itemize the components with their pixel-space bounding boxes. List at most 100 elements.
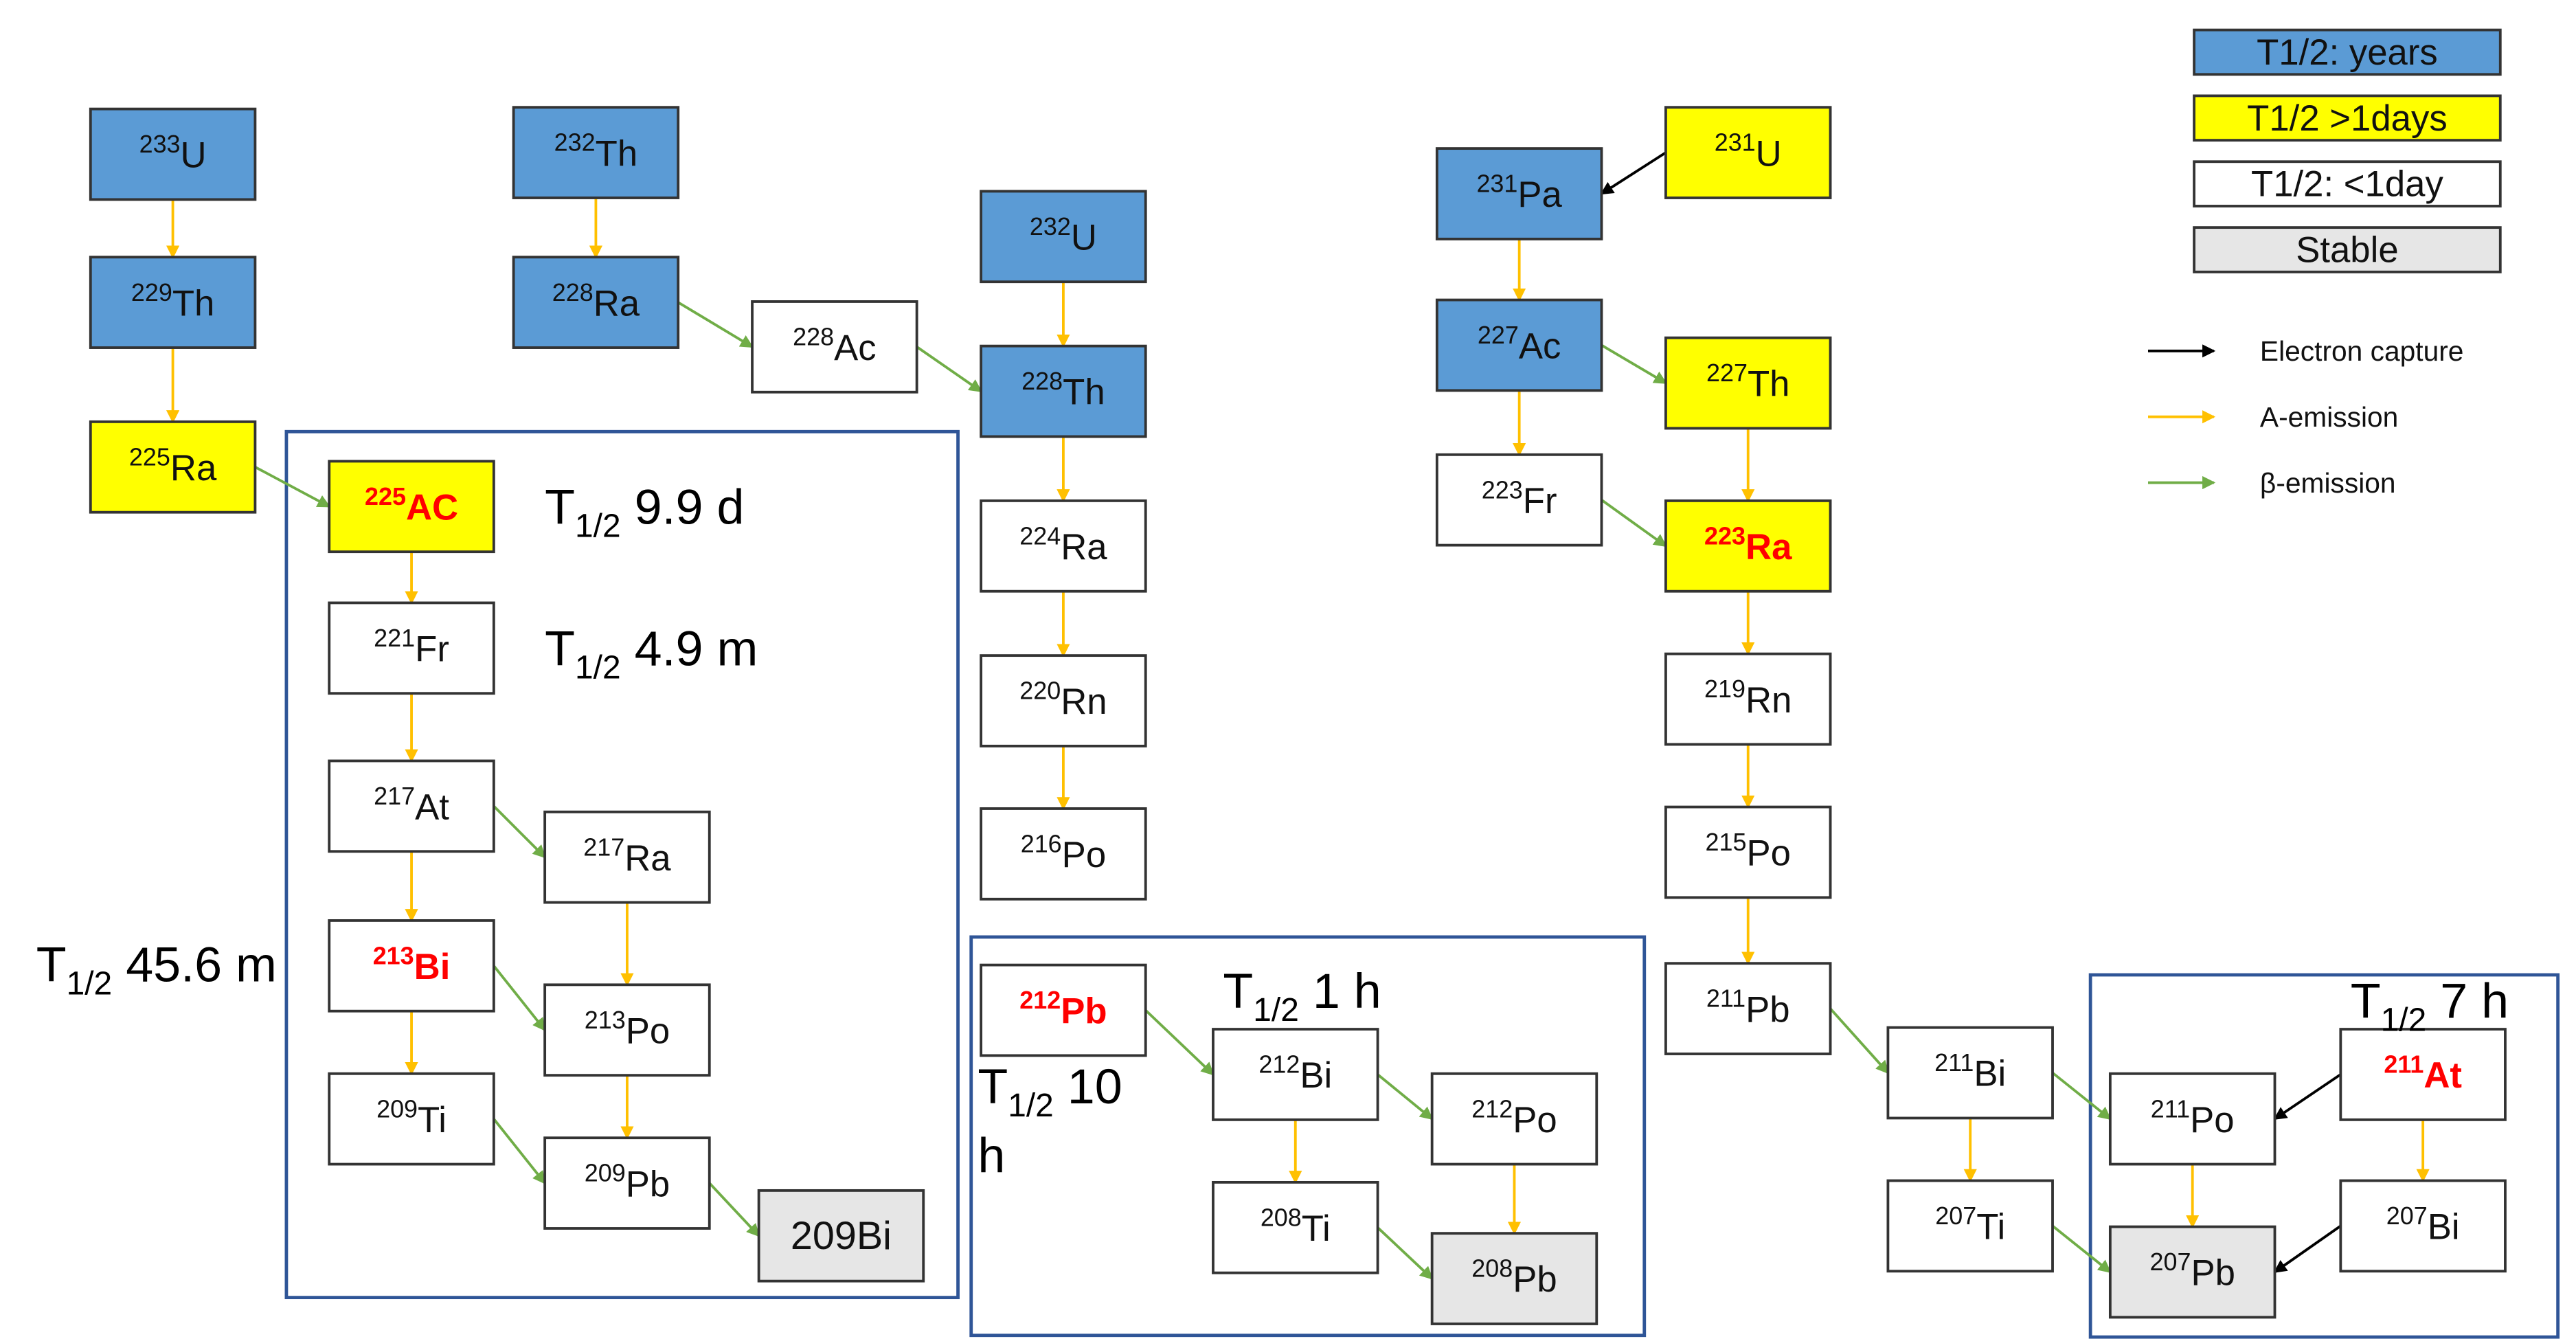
element-symbol: Bi [414, 947, 451, 987]
element-symbol: U [1756, 133, 1782, 174]
beta-decay-arrow [1601, 499, 1667, 548]
mass-number: 223 [1482, 475, 1523, 504]
mass-number: 208 [1471, 1254, 1513, 1283]
legend-swatch-stable [2193, 226, 2502, 273]
legend-swatch-short [2193, 160, 2502, 207]
nuclide-Th232: 232Th [512, 106, 680, 199]
mass-number: 225 [365, 482, 406, 510]
mass-number: 228 [552, 278, 594, 306]
element-symbol: U [1071, 217, 1097, 258]
nuclide-box [1212, 1028, 1379, 1121]
nuclide-box [980, 344, 1147, 438]
element-symbol: Pb [1513, 1259, 1557, 1300]
nuclide-label: 228Ac [793, 322, 876, 368]
half-life-at211: T1/2 7 h [2351, 974, 2509, 1038]
nuclide-box [512, 106, 680, 199]
half-life-bi213: T1/2 45.6 m [36, 938, 277, 1002]
nuclide-box [89, 420, 257, 514]
beta-decay-arrow [677, 301, 754, 348]
nuclide-box [1435, 453, 1603, 547]
nuclide-Pb207: 207Pb [2108, 1225, 2276, 1319]
element-symbol: Th [172, 283, 215, 324]
nuclide-label: 213Bi [373, 941, 451, 987]
nuclide-label: 211Pb [1706, 984, 1790, 1031]
nuclide-box [328, 460, 495, 554]
nuclide-box [1664, 805, 1832, 899]
mass-number: 224 [1019, 521, 1061, 550]
element-symbol: U [181, 135, 207, 176]
mass-number: 213 [373, 941, 414, 969]
nuclide-label: 228Th [1021, 367, 1105, 413]
nuclide-Pb209: 209Pb [543, 1136, 711, 1230]
element-symbol: Th [1748, 364, 1790, 405]
nuclide-box [1664, 499, 1832, 593]
beta-decay-arrow [254, 466, 331, 508]
nuclide-label: 216Po [1021, 829, 1106, 875]
mass-number: 217 [583, 833, 624, 861]
nuclide-Ra217: 217Ra [543, 810, 711, 904]
nuclide-Bi207: 207Bi [2339, 1179, 2507, 1273]
half-life-ac225: T1/2 9.9 d [545, 480, 744, 544]
nuclide-label: 225Ra [129, 442, 217, 488]
element-symbol: Ac [1519, 326, 1561, 367]
element-symbol: Pb [626, 1164, 670, 1204]
nuclide-Po216: 216Po [980, 807, 1147, 901]
legend-arrow-label: β-emission [2260, 467, 2396, 499]
element-symbol: Ra [1061, 527, 1107, 567]
beta-decay-arrow [493, 965, 546, 1032]
element-symbol: Po [1062, 835, 1106, 875]
nuclide-label: 217At [374, 782, 449, 828]
nuclide-label: 212Po [1471, 1094, 1557, 1140]
element-symbol: Po [1746, 833, 1790, 874]
decay-arrows [166, 151, 2430, 1280]
nuclide-box [89, 256, 257, 349]
mass-number: 229 [131, 278, 172, 306]
nuclide-Fr223: 223Fr [1435, 453, 1603, 547]
nuclide-Ac228: 228Ac [751, 300, 918, 394]
nuclide-Ra228: 228Ra [512, 256, 680, 349]
nuclide-Ra224: 224Ra [980, 499, 1147, 593]
mass-number: 212 [1258, 1050, 1300, 1079]
highlight-frame [284, 429, 960, 1300]
mass-number: 219 [1704, 675, 1745, 703]
nuclide-label: 212Bi [1258, 1050, 1332, 1096]
nuclide-label: 227Th [1706, 359, 1789, 405]
nuclide-box [980, 963, 1147, 1057]
highlight-frame [969, 935, 1647, 1338]
nuclide-label: 233U [139, 130, 207, 176]
element-symbol: Ra [170, 448, 217, 488]
nuclide-box [1664, 962, 1832, 1055]
legend-arrow-label: Electron capture [2260, 335, 2464, 367]
nuclide-label: 219Rn [1704, 675, 1792, 721]
mass-number: 233 [139, 130, 181, 158]
half-life-wrap: h [978, 1129, 1005, 1184]
nuclide-box [1430, 1072, 1598, 1166]
nuclide-box [543, 1136, 711, 1230]
nuclide-Ac225: 225AC [328, 460, 495, 554]
element-symbol: Bi [1300, 1055, 1332, 1096]
nuclide-Bi209: 209Bi [757, 1189, 925, 1283]
element-symbol: Ra [624, 838, 671, 879]
mass-number: 207 [2149, 1248, 2191, 1276]
nuclide-box [2108, 1072, 2276, 1166]
nuclide-U233: 233U [89, 107, 257, 201]
mass-number: 231 [1715, 128, 1756, 157]
mass-number: 228 [1021, 367, 1063, 395]
mass-number: 231 [1476, 170, 1517, 198]
nuclide-box [2339, 1028, 2507, 1121]
nuclide-label: 213Po [585, 1006, 670, 1052]
nuclide-label: 211At [2384, 1050, 2462, 1096]
beta-decay-arrow [1829, 1007, 1890, 1074]
nuclide-box [543, 983, 711, 1077]
nuclide-box [757, 1189, 925, 1283]
mass-number: 220 [1019, 677, 1061, 705]
element-symbol: Rn [1061, 682, 1107, 722]
mass-number: 217 [374, 782, 415, 810]
nuclide-box [2108, 1225, 2276, 1319]
mass-number: 209 [585, 1159, 626, 1187]
nuclide-label: 227Ac [1478, 321, 1561, 367]
beta-decay-arrow [1377, 1073, 1434, 1121]
nuclide-label: 212Pb [1019, 986, 1107, 1032]
element-symbol: Ra [594, 283, 640, 324]
